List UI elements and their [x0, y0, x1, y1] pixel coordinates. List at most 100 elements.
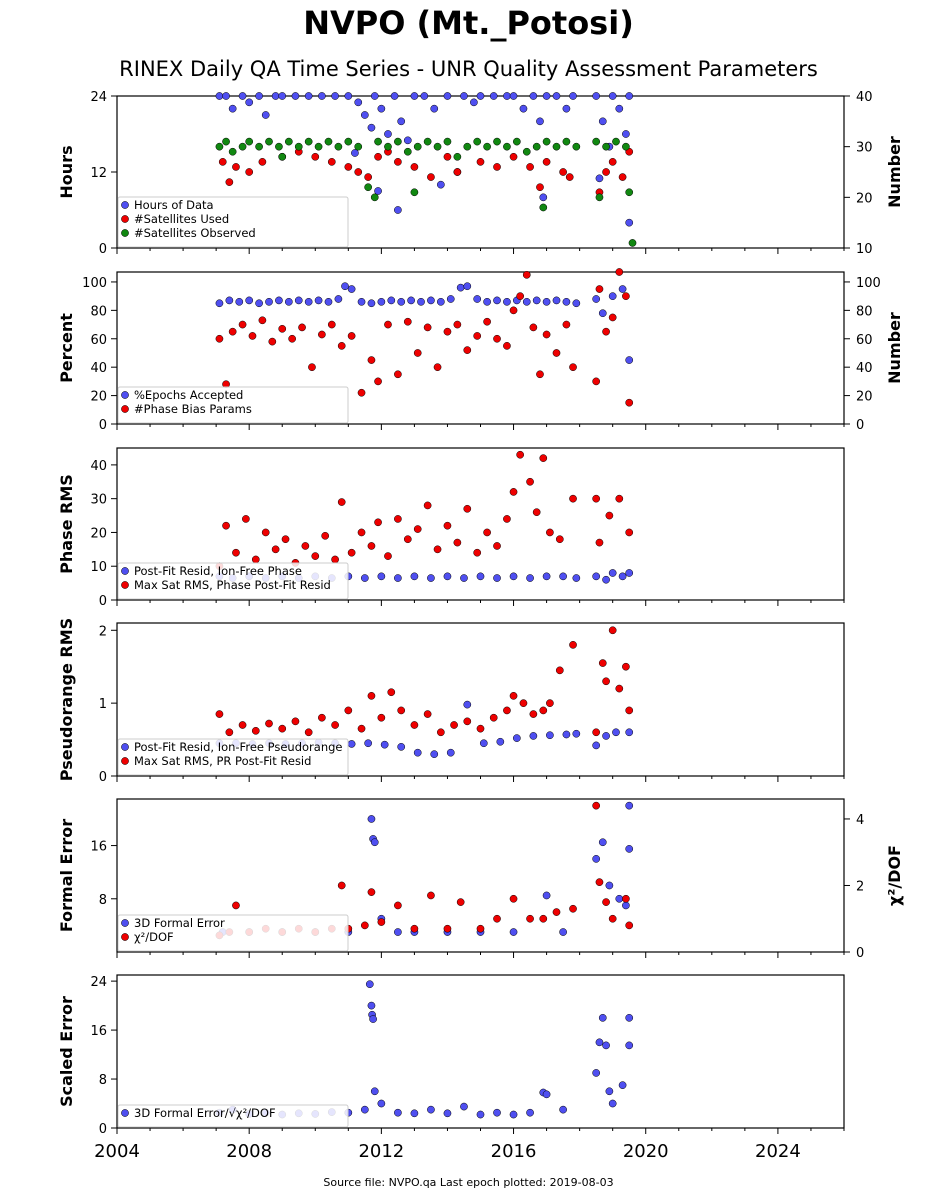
data-point	[608, 1099, 617, 1108]
data-point	[453, 152, 462, 161]
legend-marker	[121, 1109, 129, 1117]
data-point	[542, 330, 551, 339]
data-point	[572, 299, 581, 308]
data-point	[592, 494, 601, 503]
data-point	[542, 137, 551, 146]
data-point	[278, 724, 287, 733]
data-point	[347, 285, 356, 293]
data-point	[387, 688, 396, 697]
data-point	[430, 750, 439, 758]
legend-marker	[121, 567, 129, 575]
data-point	[354, 142, 363, 151]
y-right-tick-label: 20	[856, 390, 873, 405]
data-point	[238, 92, 247, 100]
y-right-tick-label: 0	[856, 946, 864, 961]
data-point	[608, 292, 617, 300]
data-point	[337, 498, 346, 506]
data-point	[552, 142, 561, 151]
data-point	[493, 542, 501, 550]
data-point	[351, 149, 359, 157]
data-point	[423, 323, 432, 332]
data-point	[370, 1087, 379, 1096]
data-point	[476, 924, 485, 933]
data-point	[473, 332, 482, 340]
data-point	[265, 719, 273, 728]
y-right-tick-label: 60	[856, 333, 873, 348]
legend-box	[117, 386, 349, 424]
data-point	[628, 239, 637, 247]
data-point	[364, 183, 372, 192]
data-point	[367, 815, 376, 823]
y-right-tick-label: 80	[856, 304, 873, 319]
data-point	[625, 845, 634, 853]
data-point	[453, 538, 462, 547]
data-point	[387, 296, 396, 305]
data-point	[318, 713, 326, 722]
y-tick-label: 0	[99, 242, 107, 257]
y-tick-label: 20	[90, 390, 107, 405]
data-point	[608, 914, 617, 923]
data-point	[347, 332, 356, 340]
legend-label: χ²/DOF	[134, 930, 174, 944]
data-point	[215, 710, 224, 718]
data-point	[228, 104, 237, 113]
data-point	[489, 713, 498, 722]
data-point	[327, 158, 336, 166]
data-point	[539, 193, 548, 202]
data-point	[370, 193, 379, 202]
y-tick-label: 16	[90, 840, 107, 855]
data-point	[453, 320, 462, 329]
data-point	[509, 306, 518, 315]
data-point	[370, 92, 379, 100]
data-point	[602, 1041, 610, 1050]
data-point	[509, 692, 518, 700]
data-point	[265, 137, 273, 146]
data-point	[413, 525, 422, 533]
data-point	[394, 515, 402, 523]
data-point	[394, 158, 402, 166]
x-tick-label: 2012	[358, 1141, 404, 1162]
data-point	[489, 92, 498, 100]
data-point	[598, 117, 607, 126]
data-point	[360, 1105, 369, 1114]
y-right-tick-label: 4	[856, 813, 864, 828]
data-point	[413, 349, 422, 357]
data-point	[592, 377, 601, 386]
data-point	[602, 327, 610, 336]
data-point	[232, 548, 240, 557]
data-point	[562, 297, 571, 306]
data-point	[410, 572, 419, 581]
data-point	[397, 297, 406, 306]
data-point	[427, 173, 435, 181]
data-point	[602, 732, 610, 740]
y-tick-label: 30	[90, 493, 107, 508]
data-point	[318, 92, 326, 100]
data-point	[331, 721, 339, 729]
data-point	[245, 137, 254, 146]
data-point	[294, 142, 303, 151]
data-point	[377, 297, 386, 306]
data-point	[516, 292, 525, 300]
data-point	[357, 388, 366, 397]
y-right-tick-label: 40	[856, 90, 873, 105]
legend-label: Post-Fit Resid, Ion-Free Phase	[134, 564, 302, 578]
data-point	[344, 163, 353, 171]
legend-marker	[121, 919, 129, 927]
data-point	[592, 137, 601, 146]
y-axis-label: Hours	[57, 145, 76, 198]
data-point	[529, 92, 538, 100]
data-point	[215, 142, 224, 151]
legend-marker	[121, 391, 129, 399]
data-point	[608, 626, 617, 635]
data-point	[222, 137, 230, 146]
data-point	[476, 92, 485, 100]
y-right-tick-label: 30	[856, 141, 873, 156]
data-point	[245, 98, 254, 107]
data-point	[222, 521, 230, 530]
data-point	[403, 147, 412, 156]
x-tick-label: 2004	[94, 1141, 140, 1162]
data-point	[625, 1013, 634, 1022]
data-point	[572, 574, 581, 582]
data-point	[275, 142, 283, 151]
data-point	[377, 1099, 386, 1108]
